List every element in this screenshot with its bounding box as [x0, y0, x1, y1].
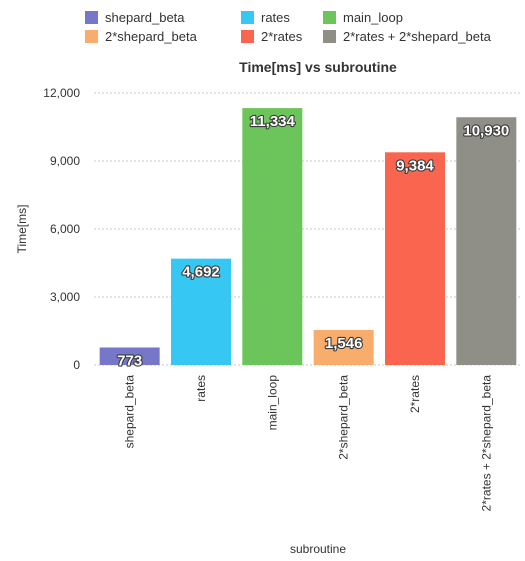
legend-label: main_loop: [343, 10, 403, 25]
legend-label: 2*shepard_beta: [105, 29, 198, 44]
x-tick-label: 2*rates: [408, 375, 422, 413]
x-tick-label: rates: [194, 375, 208, 402]
x-tick-label: 2*rates + 2*shepard_beta: [479, 375, 493, 512]
data-label: 4,692: [182, 264, 220, 281]
gridlines: [94, 92, 522, 366]
legend-swatch: [241, 11, 254, 24]
legend-label: rates: [261, 10, 290, 25]
y-tick-label: 12,000: [43, 86, 80, 100]
bar: [171, 258, 231, 365]
x-axis-ticks: shepard_beta rates main_loop 2*shepard_beta…: [123, 375, 494, 512]
data-label: 773: [117, 352, 142, 369]
chart-title: Time[ms] vs subroutine: [239, 59, 397, 75]
bar: [385, 152, 445, 365]
y-tick-label: 0: [73, 358, 80, 372]
legend-label: shepard_beta: [105, 10, 185, 25]
y-tick-label: 9,000: [50, 154, 80, 168]
data-label: 11,334: [250, 113, 296, 130]
legend-swatch: [323, 11, 336, 24]
x-tick-label: main_loop: [265, 375, 279, 431]
data-labels: 773 4,692 11,334 1,546 9,384 10,930: [116, 112, 510, 371]
legend-swatch: [241, 30, 254, 43]
data-label: 10,930: [463, 122, 509, 139]
legend: shepard_beta rates main_loop 2*shepard_beta…: [85, 10, 492, 44]
x-tick-label: shepard_beta: [123, 375, 137, 449]
legend-swatch: [85, 30, 98, 43]
y-tick-label: 3,000: [50, 290, 80, 304]
bars: [99, 108, 517, 366]
bar: [99, 347, 160, 365]
y-tick-label: 6,000: [50, 222, 80, 236]
data-label: 1,546: [325, 335, 363, 352]
bar: [242, 108, 303, 365]
x-tick-label: 2*shepard_beta: [337, 375, 351, 460]
legend-swatch: [323, 30, 336, 43]
legend-label: 2*rates: [261, 29, 303, 44]
y-axis-label: Time[ms]: [15, 205, 29, 254]
x-axis-label: subroutine: [290, 542, 346, 556]
bar: [456, 117, 517, 366]
y-axis-ticks: 0 3,000 6,000 9,000 12,000: [43, 86, 80, 372]
data-label: 9,384: [396, 157, 434, 174]
bar: [313, 329, 374, 365]
legend-label: 2*rates + 2*shepard_beta: [343, 29, 492, 44]
legend-swatch: [85, 11, 98, 24]
